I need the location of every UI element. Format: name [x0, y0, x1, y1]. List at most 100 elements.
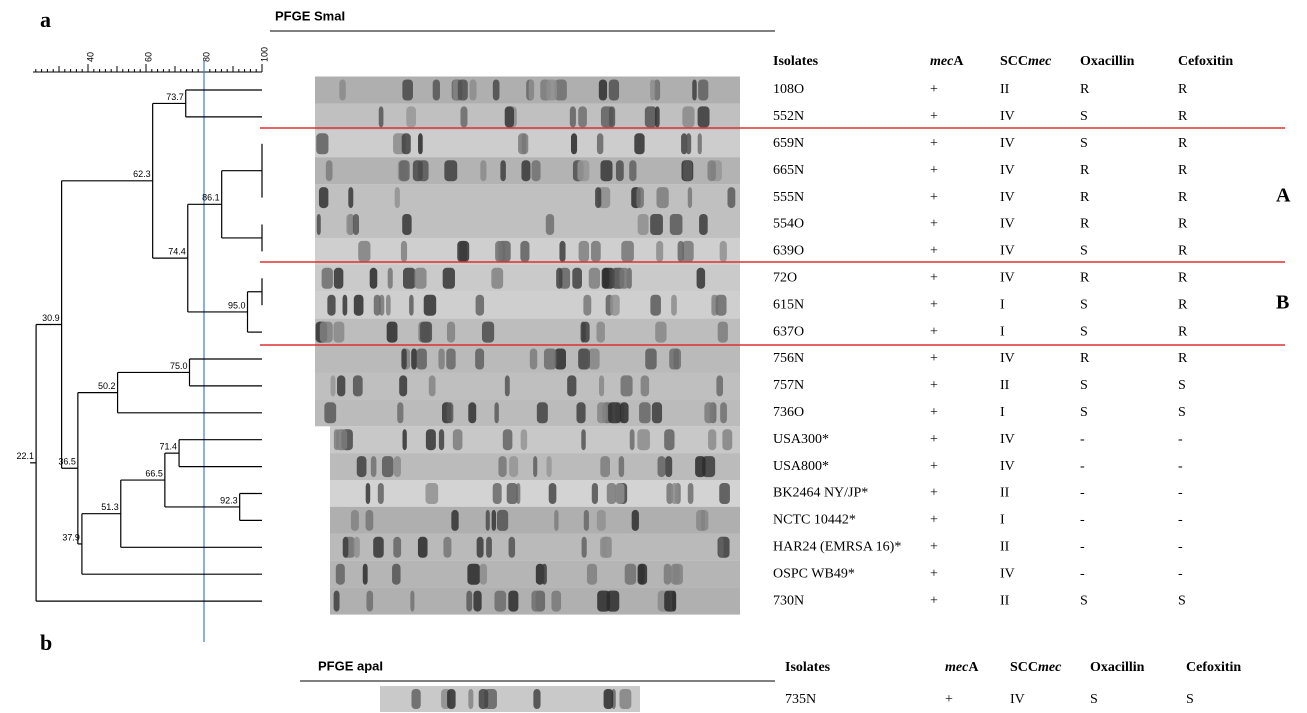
gel-band — [479, 563, 488, 585]
gel-band — [545, 214, 555, 235]
gel-band — [656, 187, 669, 209]
table-cell: USA800* — [773, 459, 829, 474]
gel-band — [476, 348, 484, 370]
table-cell: S — [1080, 109, 1088, 124]
table-cell: 757N — [773, 378, 804, 393]
gel-lane — [330, 426, 740, 454]
gel-band — [457, 240, 470, 262]
gel-band — [551, 590, 562, 612]
table-cell: 659N — [773, 136, 804, 151]
gel-band — [615, 160, 624, 182]
gel-lane — [315, 211, 740, 238]
table-cell: IV — [1000, 163, 1015, 178]
gel-band — [720, 402, 727, 424]
gel-band — [414, 267, 427, 289]
gel-band — [342, 536, 349, 558]
gel-band — [581, 321, 590, 343]
gel-band — [650, 294, 661, 316]
table-cell: IV — [1000, 459, 1015, 474]
gel-band — [467, 563, 481, 585]
gel-band — [599, 375, 605, 397]
gel-band — [650, 79, 656, 101]
gel-band — [481, 321, 495, 343]
gel-band — [621, 240, 634, 262]
gel-band — [365, 483, 371, 504]
table-cell: 615N — [773, 297, 804, 312]
node-label: 36.5 — [58, 457, 76, 467]
gel-band — [460, 106, 468, 128]
table-header: Oxacillin — [1090, 660, 1145, 675]
gel-band — [442, 267, 455, 289]
table-cell: 637O — [773, 324, 804, 339]
table-cell: 554O — [773, 217, 804, 232]
gel-band — [411, 689, 421, 709]
table-cell: + — [930, 513, 938, 528]
gel-band — [494, 590, 507, 612]
gel-title: PFGE SmaI — [275, 8, 345, 23]
gel-band — [451, 509, 459, 531]
table-header: Oxacillin — [1080, 54, 1135, 69]
table-cell: R — [1080, 217, 1090, 232]
gel-band — [671, 483, 679, 504]
table-cell: IV — [1000, 190, 1015, 205]
table-cell: NCTC 10442* — [773, 513, 856, 528]
gel-band — [669, 214, 683, 235]
gel-band — [392, 563, 401, 585]
gel-band — [438, 348, 445, 370]
gel-band — [578, 348, 590, 370]
gel-band — [508, 590, 519, 612]
gel-band — [664, 590, 677, 612]
gel-band — [591, 240, 601, 262]
gel-band — [653, 79, 661, 101]
gel-band — [330, 375, 336, 397]
gel-band — [494, 402, 499, 424]
table-cell: + — [930, 217, 938, 232]
gel-band — [432, 79, 440, 101]
table-cell: II — [1000, 378, 1010, 393]
gel-band — [716, 375, 724, 397]
gel-band — [639, 402, 651, 424]
table-cell: + — [945, 692, 953, 707]
gel-band — [401, 133, 411, 155]
gel-band — [438, 429, 445, 451]
node-label: 51.3 — [101, 502, 119, 512]
gel-band — [485, 509, 490, 531]
gel-band — [508, 536, 516, 558]
gel-band — [606, 483, 617, 504]
gel-band — [665, 456, 673, 478]
gel-band — [373, 294, 381, 316]
gel-band — [656, 240, 664, 262]
header-part: SCC — [1010, 660, 1038, 675]
gel-band — [578, 240, 590, 262]
table-cell: BK2464 NY/JP* — [773, 486, 868, 501]
gel-band — [333, 590, 340, 612]
gel-band — [663, 563, 672, 585]
table-cell: 730N — [773, 593, 804, 608]
table-cell: + — [930, 136, 938, 151]
table-cell: IV — [1000, 271, 1015, 286]
gel-band — [588, 348, 600, 370]
gel-band — [469, 79, 477, 101]
gel-band — [608, 402, 621, 424]
gel-lane — [315, 399, 740, 427]
node-label: 22.1 — [17, 451, 35, 461]
gel-lane — [315, 345, 740, 373]
header-part: mec — [1028, 54, 1052, 69]
gel-band — [608, 79, 620, 101]
gel-band — [576, 402, 586, 424]
gel-band — [583, 509, 589, 531]
gel-band — [333, 321, 345, 343]
gel-band — [554, 79, 567, 101]
table-cell: S — [1186, 692, 1194, 707]
gel-band — [554, 509, 559, 531]
gel-band — [325, 160, 333, 182]
gel-band — [672, 563, 683, 585]
gel-lane — [315, 184, 740, 212]
gel-band — [567, 375, 577, 397]
gel-band — [446, 348, 456, 370]
gel-band — [425, 483, 439, 504]
gel-band — [417, 536, 428, 558]
gel-band — [529, 348, 538, 370]
scale-tick-label: 100 — [259, 47, 269, 62]
table-cell: HAR24 (EMRSA 16)* — [773, 540, 901, 555]
